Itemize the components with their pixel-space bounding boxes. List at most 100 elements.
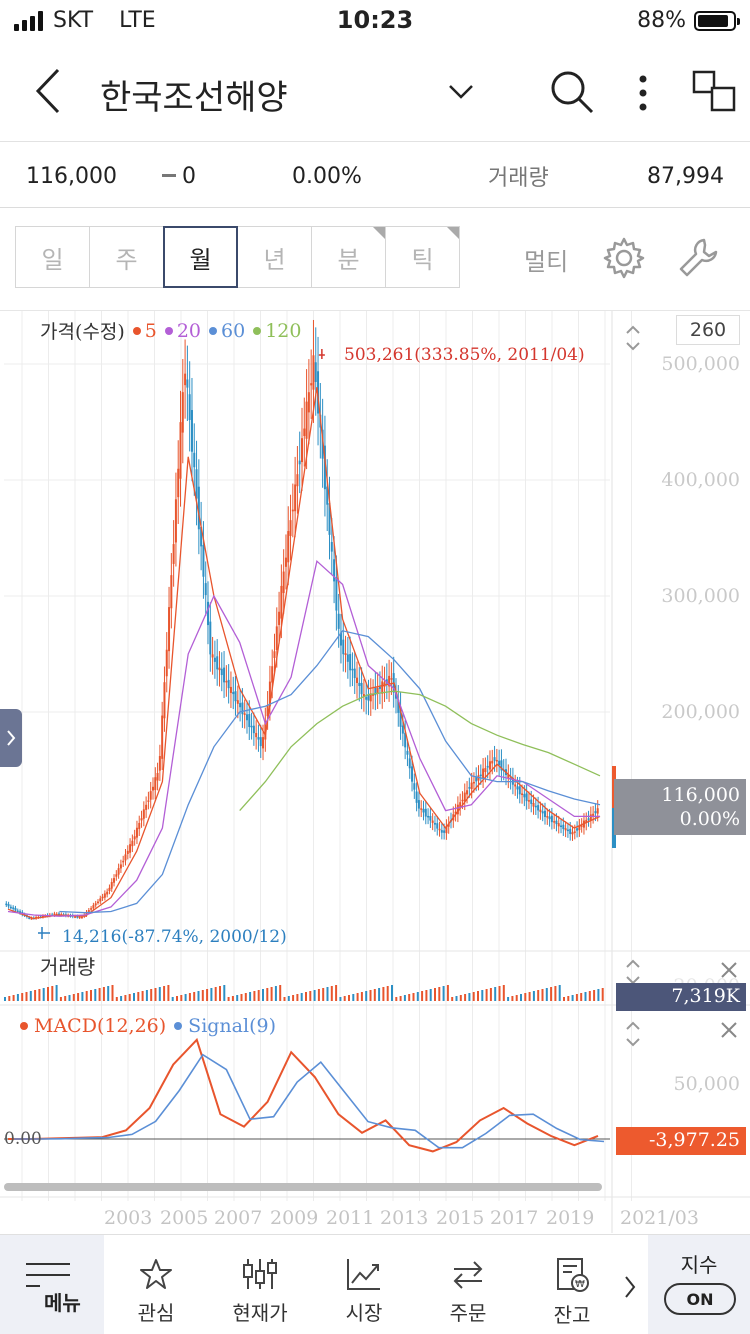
volume-bar: [520, 994, 522, 1001]
candle-body: [491, 760, 494, 764]
candle-body: [245, 714, 248, 721]
candle-body: [94, 903, 97, 906]
wrench-icon[interactable]: [676, 236, 720, 280]
close-icon[interactable]: [720, 961, 738, 979]
volume-bar: [399, 996, 402, 1001]
nav-market-label: 시장: [345, 1301, 383, 1325]
candle-body: [74, 916, 77, 918]
volume-bar: [210, 988, 213, 1001]
carrier-label: SKT: [53, 8, 94, 33]
tab-year[interactable]: 년: [237, 226, 312, 288]
index-toggle[interactable]: 지수 ON: [648, 1235, 750, 1334]
candle-body: [227, 679, 230, 689]
candle-body: [550, 815, 553, 823]
volume-bar: [77, 993, 80, 1001]
current-price-badge: 116,000 0.00%: [614, 779, 746, 835]
legend-ma20: 20: [176, 319, 202, 342]
volume-bar: [184, 994, 187, 1001]
nav-order[interactable]: 주문: [416, 1235, 520, 1334]
candle-count-box[interactable]: 260: [676, 315, 740, 345]
nav-menu[interactable]: 메뉴: [0, 1235, 104, 1334]
candle-body: [12, 907, 15, 909]
back-arrow-icon[interactable]: [30, 66, 70, 116]
tab-tick[interactable]: 틱: [385, 226, 460, 288]
candle-body: [553, 821, 556, 823]
candle-body: [271, 666, 274, 683]
candle-body: [312, 355, 315, 390]
tab-minute[interactable]: 분: [311, 226, 386, 288]
volume-bar: [300, 993, 303, 1001]
volume-bar: [446, 985, 449, 1001]
candle-body: [388, 675, 391, 687]
candle-body: [429, 815, 432, 821]
search-icon[interactable]: [548, 68, 596, 116]
chevron-right-icon[interactable]: [622, 1273, 638, 1301]
nav-current-price[interactable]: 현재가: [208, 1235, 312, 1334]
multi-window-icon[interactable]: [690, 68, 738, 116]
candle-body: [232, 691, 235, 695]
candle-body: [229, 686, 232, 693]
macd-value-badge: -3,977.25: [616, 1127, 746, 1155]
chart-area[interactable]: 가격(수정) 5 20 60 120 260 503,261(333.85%, …: [0, 310, 750, 1233]
candle-body: [259, 737, 262, 747]
volume-bar: [498, 986, 501, 1001]
more-vert-icon[interactable]: [628, 68, 658, 118]
nav-market[interactable]: 시장: [312, 1235, 416, 1334]
candle-body: [207, 601, 210, 626]
candle-body: [282, 571, 285, 594]
volume-bar: [25, 992, 28, 1001]
volume-bar: [408, 994, 411, 1001]
price-chart-canvas[interactable]: [0, 311, 750, 1233]
candle-body: [344, 653, 347, 656]
candle-body: [103, 893, 106, 898]
candle-body: [204, 583, 207, 596]
candle-body: [438, 828, 441, 831]
ma5-line: [7, 387, 601, 920]
volume-bar: [158, 987, 161, 1001]
network-label: LTE: [119, 8, 156, 33]
volume-bar: [593, 990, 596, 1001]
chevron-down-icon[interactable]: [444, 76, 478, 106]
volume-bar: [477, 991, 479, 1001]
candle-body: [188, 394, 191, 420]
candle-body: [339, 632, 342, 646]
x-label-2011: 2011: [326, 1207, 375, 1229]
candle-body: [213, 657, 216, 662]
macd-legend: MACD(12,26) Signal(9): [20, 1015, 276, 1037]
nav-balance[interactable]: ₩ 잔고: [520, 1235, 624, 1334]
candle-body: [163, 682, 166, 719]
stock-title[interactable]: 한국조선해양: [100, 78, 288, 118]
volume-bar: [115, 997, 118, 1001]
candle-body: [184, 373, 187, 386]
candle-body: [161, 715, 164, 759]
candle-body: [115, 874, 118, 877]
volume-bar: [434, 988, 436, 1001]
candle-body: [381, 681, 384, 694]
multi-chart-button[interactable]: 멀티: [524, 248, 569, 276]
volume-bar: [494, 987, 497, 1001]
candle-body: [404, 732, 407, 748]
volume-bar: [403, 995, 406, 1001]
updown-arrows-icon[interactable]: [624, 1019, 642, 1049]
candle-body: [243, 713, 246, 715]
updown-arrows-icon[interactable]: [624, 323, 642, 353]
current-price-badge-value: 116,000: [661, 784, 740, 806]
volume-bar: [107, 986, 110, 1001]
candle-body: [190, 410, 193, 452]
volume-bar: [68, 995, 71, 1001]
side-panel-toggle[interactable]: [0, 709, 22, 767]
volume-bar: [485, 989, 488, 1001]
gear-icon[interactable]: [602, 236, 646, 280]
volume-bar: [317, 989, 320, 1001]
tab-month[interactable]: 월: [163, 226, 238, 288]
volume-bar: [167, 985, 170, 1001]
candle-body: [266, 705, 269, 717]
close-icon[interactable]: [720, 1021, 738, 1039]
volume-value: 87,994: [647, 164, 724, 189]
tab-day[interactable]: 일: [15, 226, 90, 288]
nav-watchlist[interactable]: 관심: [104, 1235, 208, 1334]
volume-bar: [532, 991, 535, 1001]
volume-bar: [558, 985, 561, 1001]
tab-week[interactable]: 주: [89, 226, 164, 288]
index-toggle-switch[interactable]: ON: [664, 1283, 736, 1315]
